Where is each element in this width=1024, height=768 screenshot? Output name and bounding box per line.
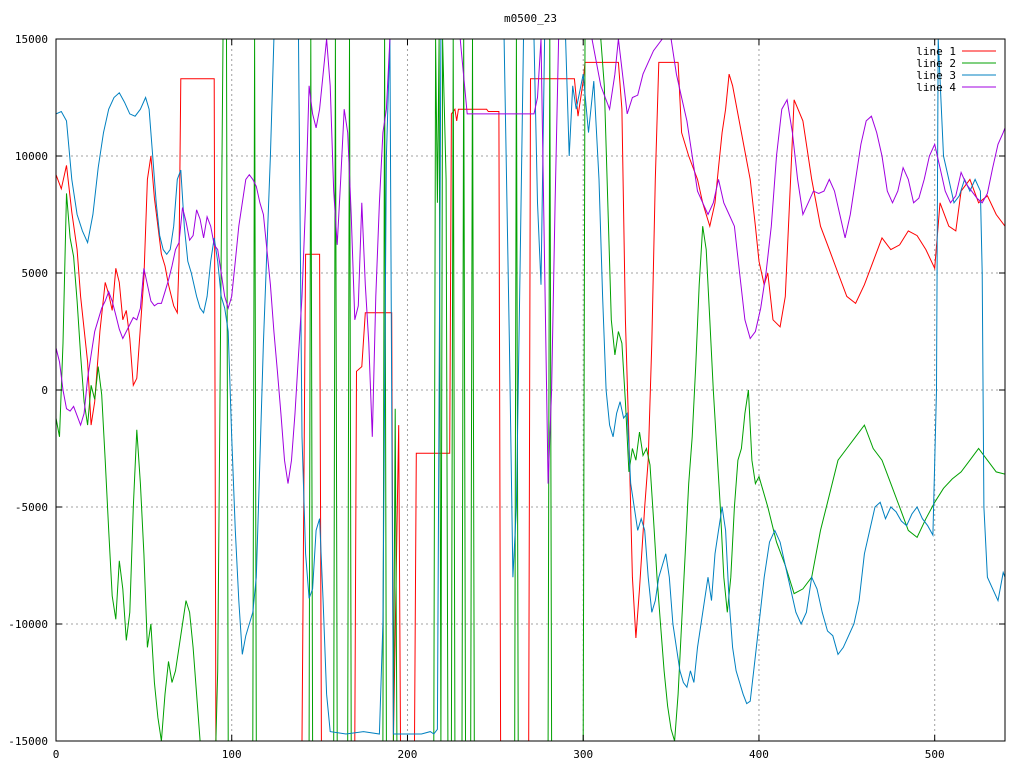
x-tick-label: 100	[222, 748, 242, 761]
y-tick-label: -5000	[15, 501, 48, 514]
y-tick-label: 0	[41, 384, 48, 397]
chart-title: m0500_23	[504, 12, 557, 25]
legend-label: line 1	[916, 45, 956, 58]
series-line-2	[56, 39, 1005, 741]
y-tick-label: 15000	[15, 33, 48, 46]
x-tick-label: 500	[925, 748, 945, 761]
series-line-3	[56, 39, 1005, 735]
y-tick-label: -15000	[8, 735, 48, 748]
series-line-1	[56, 61, 1005, 741]
x-tick-label: 200	[398, 748, 418, 761]
series-line-4	[56, 39, 1005, 484]
x-tick-label: 400	[749, 748, 769, 761]
x-tick-label: 0	[53, 748, 60, 761]
y-tick-label: 5000	[22, 267, 49, 280]
axis-ticks: 0 100 200 300 400 500 -15000 -10000 -5000 0 5000 10…	[8, 33, 1005, 761]
legend-label: line 3	[916, 69, 956, 82]
plot-series	[56, 39, 1005, 741]
y-tick-label: 10000	[15, 150, 48, 163]
legend-label: line 4	[916, 81, 956, 94]
y-tick-label: -10000	[8, 618, 48, 631]
grid	[56, 39, 1005, 741]
legend-label: line 2	[916, 57, 956, 70]
x-tick-label: 300	[573, 748, 593, 761]
